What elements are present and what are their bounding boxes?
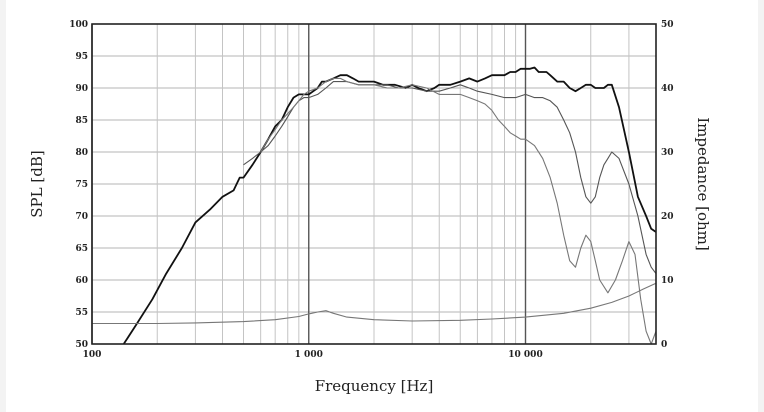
y-tick-label: 60 xyxy=(75,276,88,286)
y-tick-label: 95 xyxy=(75,52,88,62)
y2-tick-label: 50 xyxy=(661,20,674,30)
x-tick-label: 1 000 xyxy=(295,350,323,360)
x-tick-label: 100 xyxy=(83,350,102,360)
right-edge xyxy=(758,0,764,412)
y-axis-label: SPL [dB] xyxy=(28,150,46,217)
series-line-1 xyxy=(122,66,657,345)
plot-frame xyxy=(91,23,657,345)
series-line-3 xyxy=(260,77,657,345)
x-tick-label: 10 000 xyxy=(508,350,542,360)
y-tick-label: 75 xyxy=(75,180,88,190)
y-tick-label: 80 xyxy=(75,148,88,158)
y2-tick-label: 40 xyxy=(661,84,674,94)
y2-tick-label: 0 xyxy=(661,340,667,350)
series-line-2 xyxy=(243,81,657,274)
y-tick-label: 90 xyxy=(75,84,88,94)
series-line-4 xyxy=(92,282,657,325)
y-tick-label: 65 xyxy=(75,244,88,254)
y2-tick-label: 20 xyxy=(661,212,674,222)
left-edge xyxy=(0,0,6,412)
y2-axis-label: Impedance [ohm] xyxy=(694,117,712,251)
y-tick-label: 50 xyxy=(75,340,88,350)
y-tick-label: 55 xyxy=(75,308,88,318)
x-axis-label: Frequency [Hz] xyxy=(315,377,434,395)
y2-tick-label: 10 xyxy=(661,276,674,286)
y2-tick-label: 30 xyxy=(661,148,674,158)
y-tick-label: 85 xyxy=(75,116,88,126)
y-tick-label: 70 xyxy=(75,212,88,222)
y-tick-label: 100 xyxy=(69,20,88,30)
series-lines xyxy=(92,66,657,345)
grid xyxy=(91,23,657,345)
